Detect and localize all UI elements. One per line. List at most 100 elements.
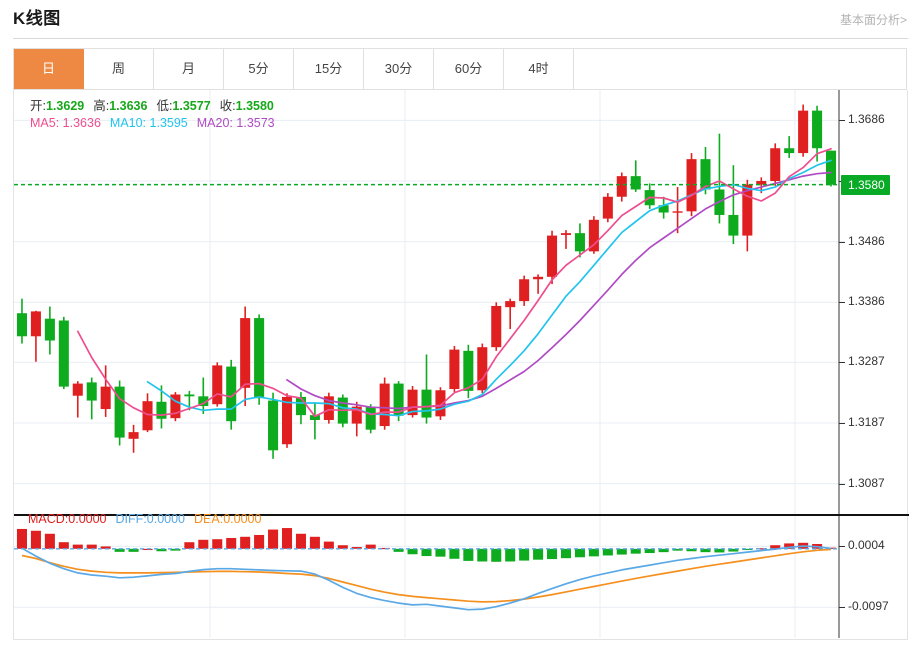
candle-body-24 bbox=[351, 406, 362, 424]
timeframe-tab-6[interactable]: 60分 bbox=[434, 49, 504, 89]
macd-hist-bar-51 bbox=[728, 548, 739, 552]
low-label: 低: bbox=[156, 99, 173, 113]
candle-body-47 bbox=[672, 211, 683, 213]
candle-52[interactable] bbox=[742, 179, 753, 252]
high-value: 1.3636 bbox=[109, 99, 148, 113]
candle-43[interactable] bbox=[616, 172, 627, 202]
candle-57[interactable] bbox=[812, 105, 823, 162]
macd-hist-bar-40 bbox=[574, 548, 585, 558]
macd-hist-bar-17 bbox=[254, 534, 265, 549]
candle-48[interactable] bbox=[686, 153, 697, 217]
fundamental-analysis-link[interactable]: 基本面分析> bbox=[839, 13, 907, 27]
macd-hist-bar-5 bbox=[86, 544, 97, 549]
timeframe-tab-bar: 日周月 5分 15分 30分 60分 4时 bbox=[13, 48, 907, 90]
candle-37[interactable] bbox=[533, 274, 544, 294]
macd-hist-bar-28 bbox=[407, 548, 418, 555]
macd-hist-bar-25 bbox=[365, 544, 376, 549]
timeframe-tab-1[interactable]: 周 bbox=[84, 49, 154, 89]
candle-7[interactable] bbox=[114, 380, 125, 446]
candle-41[interactable] bbox=[588, 216, 599, 254]
macd-hist-bar-30 bbox=[435, 548, 446, 557]
tab-bar-filler bbox=[574, 49, 907, 89]
candle-38[interactable] bbox=[547, 230, 558, 285]
candle-40[interactable] bbox=[574, 223, 585, 258]
candle-25[interactable] bbox=[365, 404, 376, 434]
macd-hist-bar-47 bbox=[672, 548, 683, 551]
candle-5[interactable] bbox=[86, 377, 97, 420]
candle-56[interactable] bbox=[798, 104, 809, 157]
timeframe-tab-4[interactable]: 15分 bbox=[294, 49, 364, 89]
macd-hist-bar-16 bbox=[240, 536, 251, 549]
timeframe-tab-5[interactable]: 30分 bbox=[364, 49, 434, 89]
macd-hist-bar-55 bbox=[784, 543, 795, 549]
candle-16[interactable] bbox=[240, 306, 251, 407]
candle-54[interactable] bbox=[770, 143, 781, 186]
candle-body-32 bbox=[463, 350, 474, 391]
price-axis-tickmark-6 bbox=[839, 483, 845, 485]
candle-17[interactable] bbox=[254, 314, 265, 405]
high-label: 高: bbox=[93, 99, 110, 113]
candle-24[interactable] bbox=[351, 401, 362, 437]
candle-58[interactable] bbox=[826, 150, 837, 187]
candle-body-3 bbox=[58, 320, 69, 387]
candle-29[interactable] bbox=[421, 354, 432, 424]
candle-13[interactable] bbox=[198, 377, 209, 414]
candle-34[interactable] bbox=[491, 302, 502, 351]
candle-10[interactable] bbox=[156, 385, 167, 429]
candle-body-33 bbox=[477, 347, 488, 391]
candle-1[interactable] bbox=[30, 310, 41, 362]
ma5-line bbox=[76, 147, 832, 418]
candle-27[interactable] bbox=[393, 381, 404, 422]
macd-hist-bar-50 bbox=[714, 548, 725, 553]
price-axis-tickmark-4 bbox=[839, 362, 845, 364]
candle-46[interactable] bbox=[658, 196, 669, 219]
candle-2[interactable] bbox=[44, 306, 55, 355]
candle-body-1 bbox=[30, 311, 41, 337]
candle-3[interactable] bbox=[58, 316, 69, 390]
timeframe-tab-2[interactable]: 月 bbox=[154, 49, 224, 89]
candle-45[interactable] bbox=[644, 183, 655, 209]
open-value: 1.3629 bbox=[45, 99, 85, 113]
candle-21[interactable] bbox=[309, 402, 320, 440]
candle-14[interactable] bbox=[212, 362, 223, 407]
candle-0[interactable] bbox=[16, 298, 27, 344]
candle-50[interactable] bbox=[714, 133, 725, 224]
close-label: 收: bbox=[219, 99, 236, 113]
candle-30[interactable] bbox=[435, 387, 446, 420]
candle-8[interactable] bbox=[128, 424, 139, 453]
macd-hist-bar-35 bbox=[505, 548, 516, 562]
candle-42[interactable] bbox=[602, 193, 613, 223]
candle-9[interactable] bbox=[142, 393, 153, 433]
candle-44[interactable] bbox=[630, 160, 641, 192]
candle-33[interactable] bbox=[477, 343, 488, 394]
diff-label: DIFF: bbox=[115, 512, 147, 526]
candle-35[interactable] bbox=[505, 298, 516, 329]
candle-18[interactable] bbox=[268, 392, 279, 459]
candle-11[interactable] bbox=[170, 392, 181, 422]
candle-6[interactable] bbox=[100, 365, 111, 417]
candle-body-44 bbox=[630, 176, 641, 190]
candle-51[interactable] bbox=[728, 165, 739, 245]
candle-55[interactable] bbox=[784, 136, 795, 158]
timeframe-tab-3[interactable]: 5分 bbox=[224, 49, 294, 89]
candle-body-10 bbox=[156, 401, 167, 419]
macd-panel[interactable] bbox=[14, 516, 907, 638]
candle-4[interactable] bbox=[72, 381, 83, 418]
candle-32[interactable] bbox=[463, 344, 474, 399]
candle-body-54 bbox=[770, 148, 781, 181]
timeframe-tab-0[interactable]: 日 bbox=[14, 49, 84, 89]
candle-31[interactable] bbox=[449, 345, 460, 393]
candle-39[interactable] bbox=[560, 230, 572, 249]
diff-line bbox=[21, 545, 832, 611]
candle-26[interactable] bbox=[379, 377, 390, 430]
candle-15[interactable] bbox=[226, 359, 237, 430]
price-axis-tick-3: 1.3386 bbox=[848, 294, 885, 309]
candle-36[interactable] bbox=[519, 275, 530, 306]
timeframe-tab-7[interactable]: 4时 bbox=[504, 49, 574, 89]
macd-hist-bar-39 bbox=[560, 548, 572, 559]
candle-22[interactable] bbox=[323, 392, 334, 424]
price-panel[interactable] bbox=[14, 90, 907, 514]
ma-legend: MA5: 1.3636 MA10: 1.3595 MA20: 1.3573 bbox=[30, 115, 275, 132]
candle-47[interactable] bbox=[672, 187, 683, 234]
candle-body-4 bbox=[72, 383, 83, 396]
